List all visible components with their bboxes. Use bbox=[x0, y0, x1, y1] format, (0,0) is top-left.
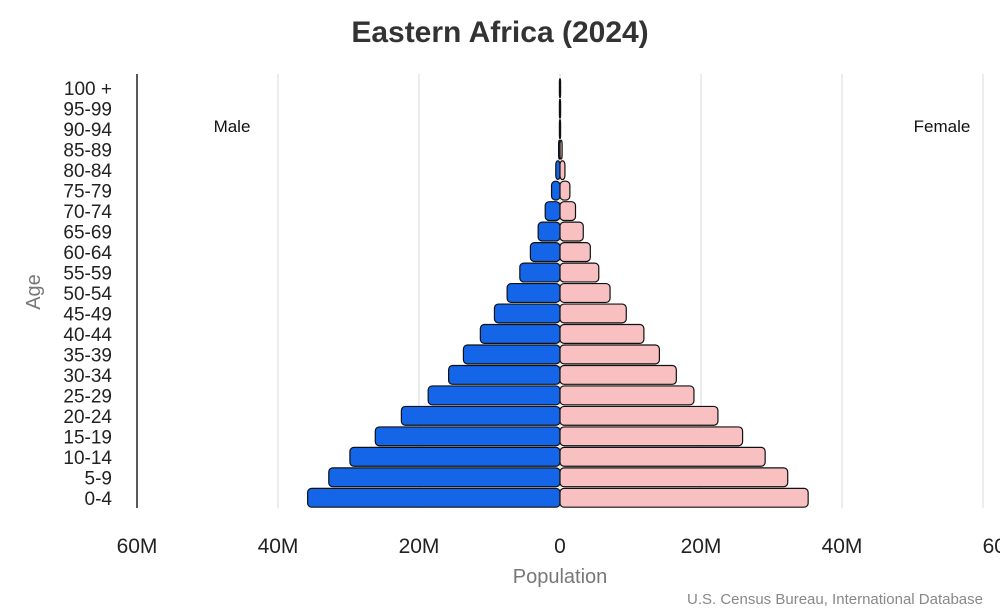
x-tick-label: 40M bbox=[258, 535, 299, 558]
y-tick-label: 50-54 bbox=[63, 284, 112, 305]
bar-female-95-99 bbox=[559, 98, 562, 119]
bar-male-70-74 bbox=[544, 201, 561, 222]
bar-female-15-19 bbox=[559, 426, 744, 447]
y-tick-label: 30-34 bbox=[63, 366, 112, 387]
bar-male-35-39 bbox=[462, 344, 561, 365]
bar-female-10-14 bbox=[559, 446, 766, 467]
female-annotation: Female bbox=[914, 117, 971, 136]
x-tick-labels: 60M 40M 20M 0 20M 40M 60M bbox=[117, 535, 1000, 558]
bar-female-30-34 bbox=[559, 364, 677, 385]
bar-female-75-79 bbox=[559, 180, 571, 201]
bar-female-70-74 bbox=[559, 201, 577, 222]
bar-female-35-39 bbox=[559, 344, 661, 365]
bar-female-65-69 bbox=[559, 221, 584, 242]
bar-female-50-54 bbox=[559, 282, 611, 304]
x-axis-label: Population bbox=[513, 566, 608, 588]
bars bbox=[307, 78, 809, 508]
y-axis-label: Age bbox=[23, 274, 45, 310]
bar-female-60-64 bbox=[559, 242, 591, 263]
x-tick-label: 20M bbox=[399, 535, 440, 558]
bar-male-40-44 bbox=[479, 323, 561, 344]
y-tick-label: 0-4 bbox=[85, 489, 113, 510]
y-tick-label: 55-59 bbox=[63, 264, 112, 285]
y-tick-label: 80-84 bbox=[63, 161, 112, 182]
male-annotation: Male bbox=[214, 117, 251, 136]
y-tick-labels: 0-45-910-1415-1920-2425-2930-3435-3940-4… bbox=[63, 79, 112, 510]
bar-male-15-19 bbox=[374, 426, 561, 447]
bar-male-10-14 bbox=[349, 446, 561, 467]
bar-female-55-59 bbox=[559, 262, 600, 283]
bar-female-85-89 bbox=[559, 139, 563, 160]
bar-female-80-84 bbox=[559, 160, 566, 181]
bar-male-65-69 bbox=[537, 221, 561, 242]
x-tick-label: 20M bbox=[681, 535, 722, 558]
y-tick-label: 25-29 bbox=[63, 386, 112, 407]
source-note: U.S. Census Bureau, International Databa… bbox=[687, 591, 983, 608]
bar-male-45-49 bbox=[493, 303, 561, 324]
y-tick-label: 75-79 bbox=[63, 182, 112, 203]
y-tick-label: 5-9 bbox=[85, 468, 112, 489]
x-tick-label: 40M bbox=[822, 535, 863, 558]
y-tick-label: 45-49 bbox=[63, 304, 112, 325]
bar-female-100+ bbox=[559, 78, 562, 99]
y-tick-label: 70-74 bbox=[63, 202, 112, 223]
y-tick-label: 85-89 bbox=[63, 141, 112, 162]
x-tick-label: 60M bbox=[117, 535, 158, 558]
bar-male-80-84 bbox=[555, 160, 561, 181]
bar-female-0-4 bbox=[559, 487, 809, 508]
bar-female-40-44 bbox=[559, 323, 645, 344]
y-tick-label: 35-39 bbox=[63, 345, 112, 366]
bar-male-60-64 bbox=[529, 242, 561, 263]
bar-male-75-79 bbox=[550, 180, 561, 201]
bar-male-25-29 bbox=[427, 385, 561, 406]
x-tick-label: 0 bbox=[554, 535, 566, 558]
bar-male-0-4 bbox=[307, 487, 561, 508]
bar-male-55-59 bbox=[519, 262, 561, 283]
bar-male-50-54 bbox=[506, 282, 561, 304]
chart-title: Eastern Africa (2024) bbox=[351, 16, 648, 49]
y-tick-label: 90-94 bbox=[63, 120, 112, 141]
bar-female-25-29 bbox=[559, 385, 695, 406]
bar-male-20-24 bbox=[400, 405, 561, 426]
y-tick-label: 60-64 bbox=[63, 243, 112, 264]
y-tick-label: 95-99 bbox=[63, 100, 112, 121]
bar-male-5-9 bbox=[328, 467, 561, 488]
y-tick-label: 15-19 bbox=[63, 427, 112, 448]
y-tick-label: 40-44 bbox=[63, 325, 112, 346]
y-tick-label: 10-14 bbox=[63, 448, 112, 469]
y-tick-label: 100 + bbox=[64, 79, 112, 100]
bar-male-30-34 bbox=[448, 364, 561, 385]
y-tick-label: 20-24 bbox=[63, 407, 112, 428]
x-tick-label: 60M bbox=[983, 535, 1000, 558]
bar-female-90-94 bbox=[559, 119, 562, 140]
y-tick-label: 65-69 bbox=[63, 223, 112, 244]
bar-female-20-24 bbox=[559, 405, 719, 426]
bar-female-45-49 bbox=[559, 303, 627, 324]
bar-female-5-9 bbox=[559, 467, 789, 488]
